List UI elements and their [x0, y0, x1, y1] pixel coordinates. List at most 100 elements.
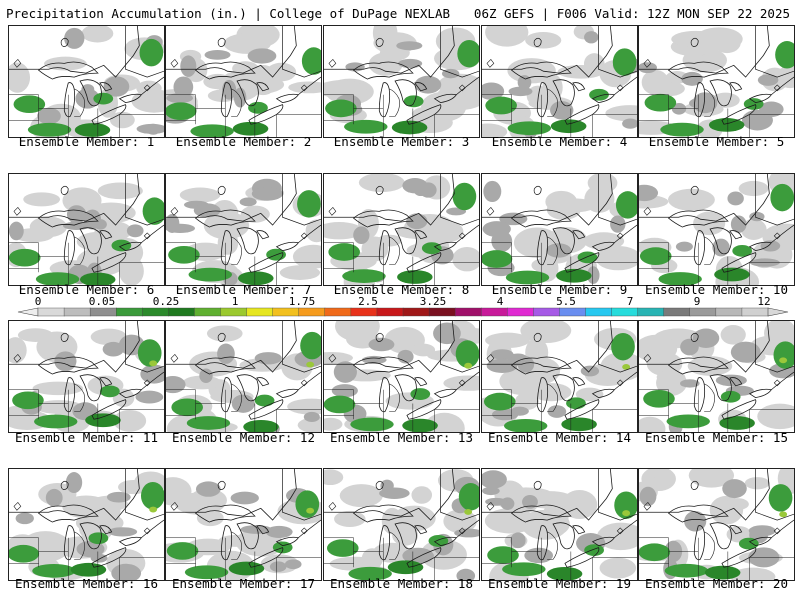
precip-colorbar: 0 0.05 0.25 1 1.75 2.5 3.25 4 5.5 7 9 12 — [0, 295, 800, 320]
moderate-precip-area — [9, 221, 24, 241]
moderate-precip-area — [15, 512, 34, 525]
colorbar-tick-label: 2.5 — [358, 295, 378, 308]
moderate-precip-area — [345, 62, 365, 72]
colorbar-swatch — [663, 307, 691, 317]
light-precip-area — [599, 557, 637, 579]
moderate-precip-area — [510, 406, 529, 416]
ensemble-member-map — [323, 320, 480, 433]
moderate-precip-area — [93, 219, 107, 230]
precip-map — [9, 26, 164, 137]
moderate-precip-area — [545, 243, 572, 258]
rain-area-south — [27, 122, 72, 137]
colorbar-swatch — [298, 307, 326, 317]
moderate-precip-area — [547, 405, 567, 418]
precip-map — [9, 174, 164, 285]
light-precip-area — [507, 58, 556, 84]
light-precip-area — [240, 205, 270, 223]
moderate-precip-area — [65, 472, 83, 494]
moderate-precip-area — [490, 349, 514, 360]
light-precip-area — [688, 469, 735, 488]
rain-area-southeast — [556, 268, 592, 283]
ensemble-member-label: Ensemble Member: 14 — [488, 430, 631, 445]
light-precip-area — [575, 387, 604, 402]
precip-map — [166, 26, 321, 137]
moderate-precip-area — [368, 337, 395, 352]
moderate-precip-area — [284, 559, 302, 570]
moderate-precip-area — [62, 221, 91, 230]
moderate-precip-area — [675, 241, 693, 252]
rain-area-northeast — [773, 341, 794, 369]
rain-area-west — [483, 392, 516, 411]
rain-area-northeast — [137, 339, 162, 367]
rain-area-west — [639, 247, 672, 265]
light-precip-area — [443, 509, 477, 534]
colorbar-tick-label: 3.25 — [419, 295, 447, 308]
ensemble-member-label: Ensemble Member: 18 — [330, 576, 473, 591]
ensemble-member-label: Ensemble Member: 13 — [330, 430, 473, 445]
colorbar-tick-label: 5.5 — [556, 295, 576, 308]
rain-area-south — [350, 417, 394, 432]
moderate-precip-area — [380, 479, 394, 492]
rain-area-west — [482, 250, 513, 268]
rain-area-west — [324, 395, 356, 414]
light-precip-area — [279, 265, 321, 280]
rain-area-northeast — [768, 484, 793, 512]
light-precip-area — [649, 81, 685, 97]
moderate-precip-area — [712, 238, 730, 257]
moderate-precip-area — [402, 547, 434, 564]
colorbar-swatch — [481, 307, 508, 317]
ensemble-member-map — [165, 173, 322, 286]
light-precip-area — [720, 324, 746, 345]
light-precip-area — [368, 52, 403, 76]
rain-area-northeast — [301, 47, 321, 75]
light-precip-area — [113, 409, 147, 432]
rain-area-west — [328, 243, 360, 261]
rain-area-lakes — [93, 92, 114, 105]
colorbar-swatch — [585, 307, 613, 317]
light-precip-area — [90, 328, 127, 346]
moderate-precip-area — [111, 563, 142, 580]
moderate-precip-area — [692, 328, 720, 348]
moderate-precip-area — [106, 491, 131, 503]
rain-area-west — [485, 96, 517, 115]
heavy-rain-spot — [464, 362, 473, 369]
light-precip-area — [671, 30, 721, 48]
moderate-precip-area — [441, 68, 460, 79]
moderate-precip-area — [414, 75, 442, 94]
moderate-precip-area — [331, 384, 358, 398]
light-precip-area — [738, 180, 769, 197]
moderate-precip-area — [491, 230, 513, 252]
moderate-precip-area — [680, 379, 700, 388]
light-precip-area — [668, 188, 715, 211]
rain-area-west — [171, 398, 203, 417]
light-precip-area — [443, 375, 479, 391]
ensemble-member-label: Ensemble Member: 6 — [18, 282, 155, 297]
ensemble-member-map — [165, 320, 322, 433]
rain-area-west — [325, 99, 357, 118]
colorbar-swatch — [402, 307, 430, 317]
moderate-precip-area — [454, 528, 479, 538]
heavy-rain-spot — [779, 357, 788, 364]
colorbar-swatch — [220, 307, 248, 317]
moderate-precip-area — [217, 343, 235, 364]
moderate-precip-area — [230, 491, 259, 505]
light-precip-area — [757, 403, 794, 430]
ensemble-member-label: Ensemble Member: 9 — [491, 282, 628, 297]
precip-map — [639, 321, 794, 432]
ensemble-member-label: Ensemble Member: 2 — [175, 134, 312, 149]
rain-area-northeast — [142, 197, 164, 225]
colorbar-swatch — [168, 307, 196, 317]
rain-area-northeast — [140, 482, 164, 510]
rain-area-southeast — [550, 119, 587, 134]
rain-area-west — [9, 248, 41, 267]
rain-area-southeast — [708, 118, 745, 132]
ensemble-member-map — [165, 468, 322, 581]
rain-area-lakes — [720, 390, 741, 403]
moderate-precip-area — [406, 213, 428, 230]
light-precip-area — [372, 542, 411, 563]
moderate-precip-area — [586, 266, 600, 284]
light-precip-area — [711, 92, 740, 108]
light-precip-area — [595, 245, 637, 271]
precip-map — [324, 469, 479, 580]
moderate-precip-area — [333, 361, 357, 383]
